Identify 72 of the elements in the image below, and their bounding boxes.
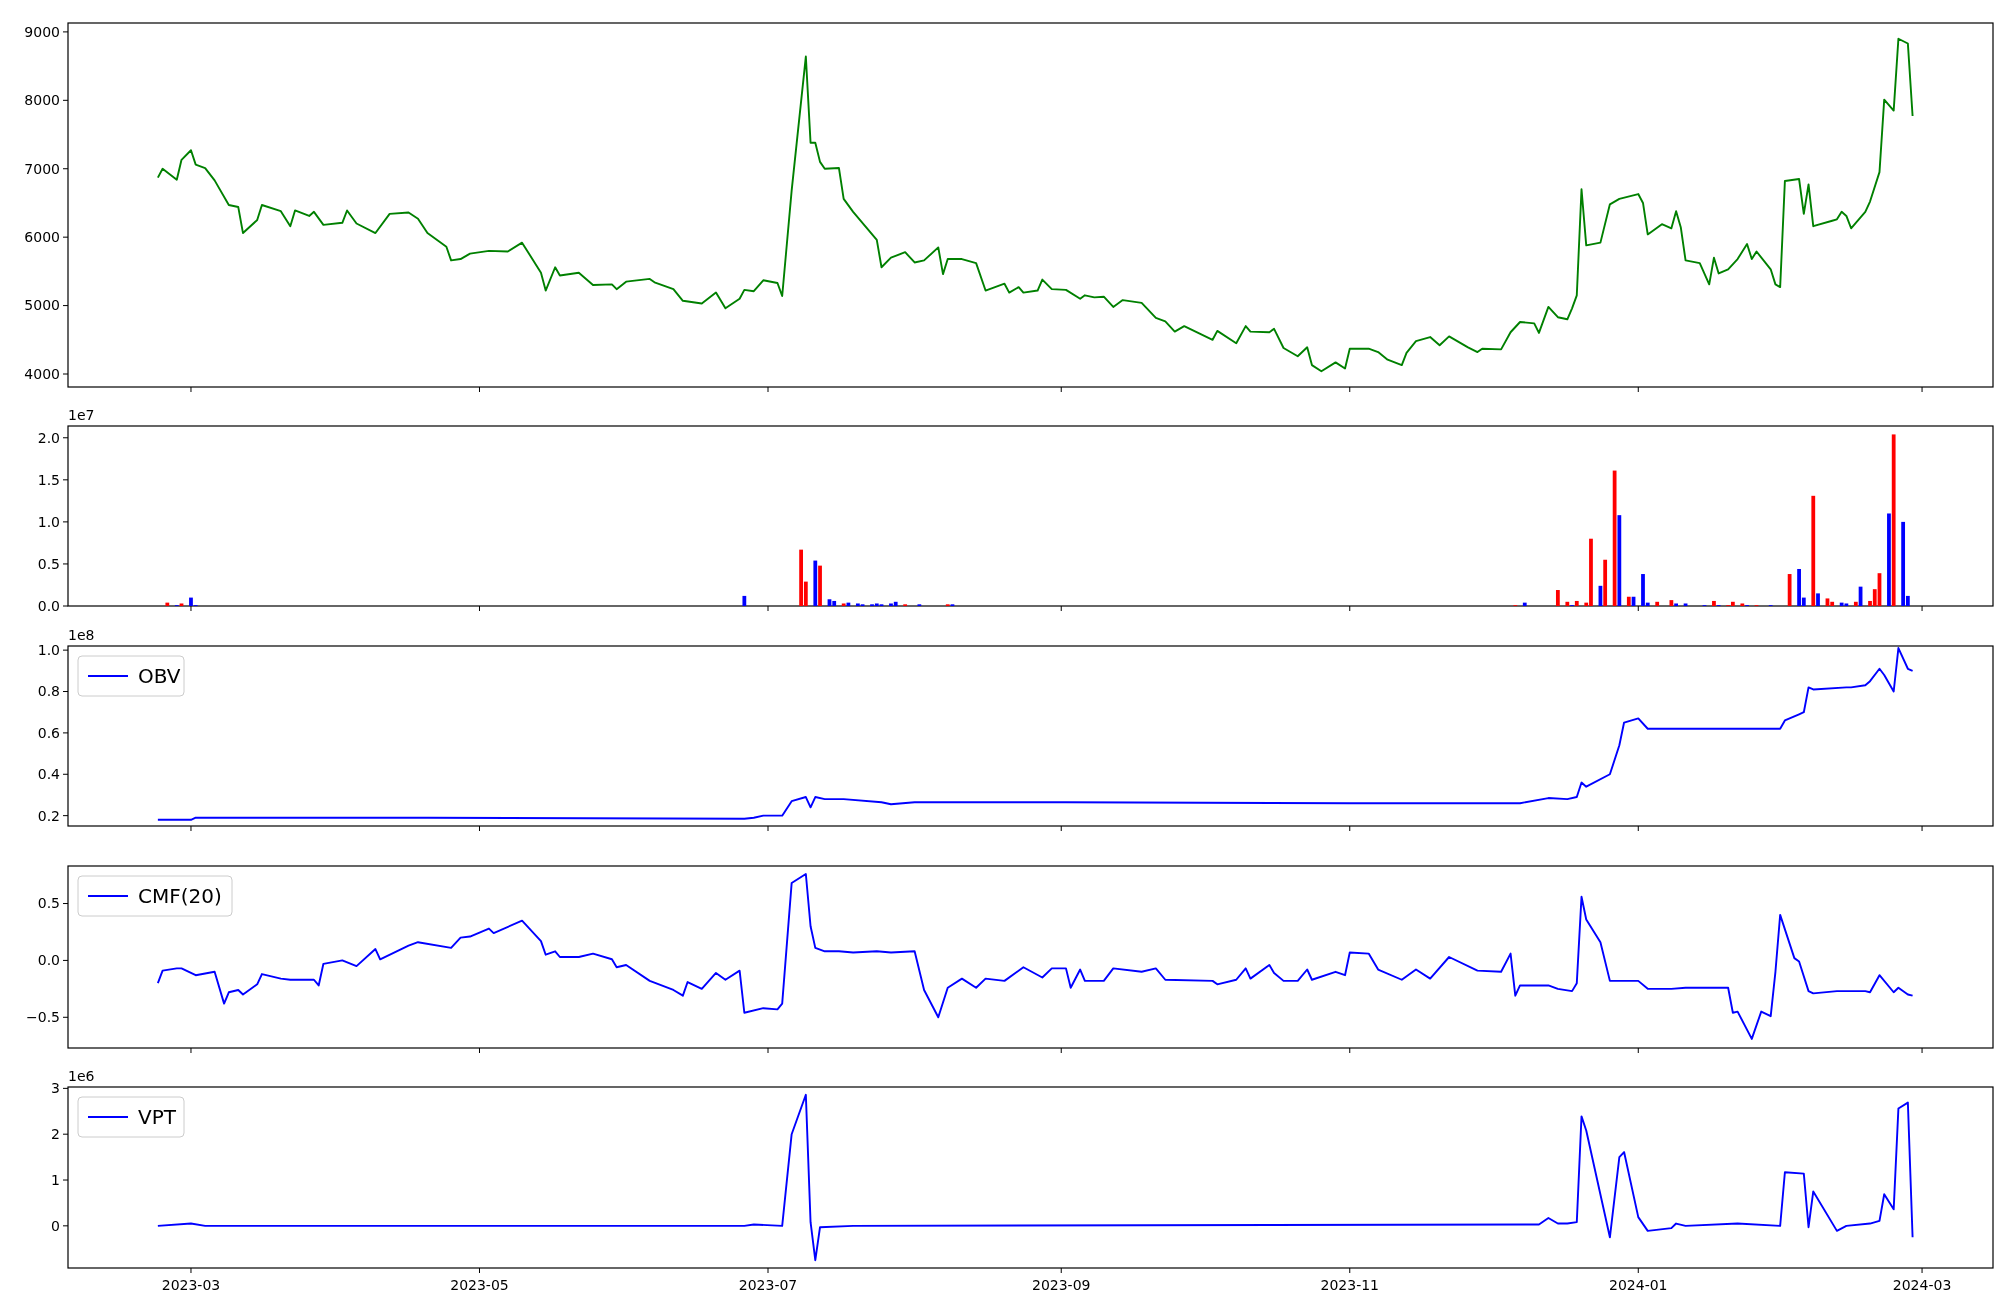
bar (1740, 603, 1745, 606)
y-tick-label: 7000 (24, 160, 60, 177)
y-tick-label: 0 (51, 1217, 60, 1234)
bar (1574, 600, 1579, 606)
bar (1730, 601, 1735, 606)
y-tick-label: 2 (51, 1126, 60, 1143)
y-tick-label: 0.4 (37, 766, 61, 783)
y-tick-label: 4000 (24, 365, 60, 382)
legend-label: CMF(20) (138, 884, 222, 908)
y-tick-label: 1.0 (37, 642, 60, 659)
text: 1e6 (68, 1068, 95, 1084)
y-tick-label: 2.0 (37, 429, 60, 446)
y-tick-label: 1 (51, 1171, 60, 1188)
bar (841, 603, 846, 606)
bar (832, 600, 837, 606)
bar (1830, 601, 1835, 606)
y-tick-label: 0.5 (37, 895, 60, 912)
bar (1626, 596, 1631, 606)
bar (742, 595, 747, 606)
bar (1522, 602, 1527, 606)
bar (1853, 601, 1858, 606)
y-tick-label: 3 (51, 1080, 60, 1097)
x-tick-label: 2023-11 (1320, 1277, 1380, 1293)
x-tick-label: 2023-07 (738, 1277, 798, 1293)
bar (855, 603, 860, 606)
bar (1612, 470, 1617, 606)
bar (165, 602, 170, 606)
bar (1891, 434, 1896, 606)
y-tick-label: 0.0 (37, 597, 60, 614)
bar (813, 560, 818, 606)
bar (1617, 515, 1622, 606)
bar (1674, 603, 1678, 606)
y-tick-label: 0.6 (37, 724, 61, 741)
bar (179, 603, 184, 606)
line-series (156, 37, 1914, 373)
y-tick-label: 0.2 (37, 807, 60, 824)
x-tick-label: 2024-03 (1892, 1277, 1952, 1293)
x-tick-label: 2023-03 (161, 1277, 221, 1293)
y-tick-label: 1.0 (37, 513, 60, 530)
bar (1901, 521, 1906, 606)
bar (1683, 603, 1688, 606)
text: 1e8 (68, 627, 95, 643)
y-tick-label: 0.8 (37, 683, 60, 700)
bar (1787, 574, 1792, 606)
bar (1669, 600, 1674, 606)
bar (1839, 602, 1844, 606)
bar (1655, 601, 1660, 606)
legend-label: OBV (138, 664, 181, 688)
bar (1816, 593, 1820, 606)
y-tick-label: 5000 (24, 297, 60, 314)
y-tick-label: 9000 (24, 23, 60, 40)
y-tick-label: −0.5 (26, 1009, 60, 1026)
y-tick-label: 8000 (24, 92, 60, 109)
bar (1565, 601, 1570, 606)
x-tick-label: 2023-09 (1031, 1277, 1091, 1293)
y-tick-label: 6000 (24, 229, 60, 246)
bar (1844, 603, 1849, 606)
bar (1603, 559, 1608, 606)
bar (1811, 495, 1816, 606)
bar (1887, 513, 1891, 606)
y-tick-label: 0.0 (37, 952, 60, 969)
legend-label: VPT (138, 1105, 177, 1129)
x-tick-label: 2023-05 (450, 1277, 509, 1293)
y-tick-label: 1.5 (37, 471, 60, 488)
bar (874, 603, 879, 606)
bar (893, 601, 898, 606)
bar (1712, 600, 1716, 606)
text: 1e7 (68, 407, 95, 423)
bar (818, 565, 822, 606)
bar (1555, 590, 1560, 606)
x-tick-label: 2024-01 (1609, 1277, 1668, 1293)
y-tick-label: 0.5 (37, 555, 60, 572)
